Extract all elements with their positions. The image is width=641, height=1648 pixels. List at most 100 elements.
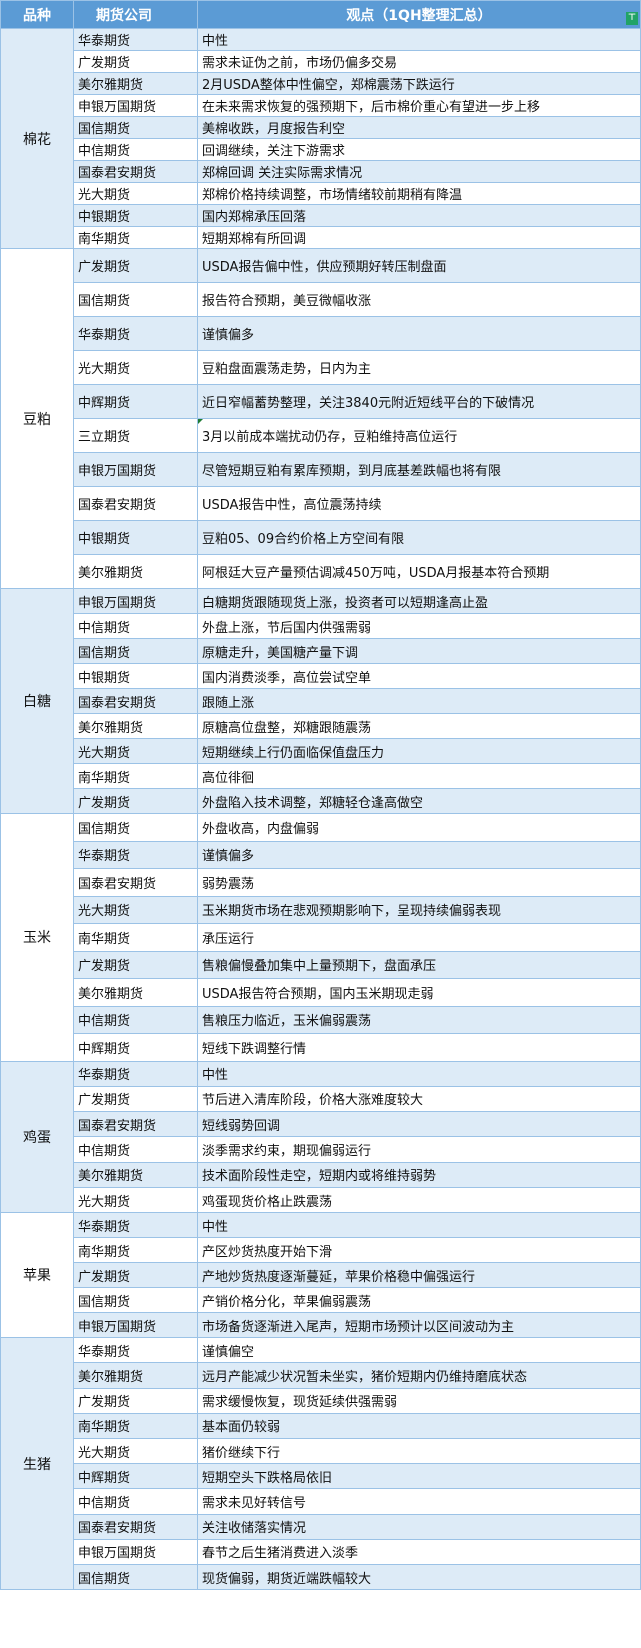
company-cell[interactable]: 华泰期货 (73, 28, 198, 51)
company-cell[interactable]: 国信期货 (73, 282, 198, 317)
view-cell[interactable]: 承压运行 (197, 923, 641, 952)
company-cell[interactable]: 广发期货 (73, 950, 198, 979)
company-cell[interactable]: 南华期货 (73, 763, 198, 789)
view-cell[interactable]: 在未来需求恢复的强预期下，后市棉价重心有望进一步上移 (197, 94, 641, 117)
view-cell[interactable]: 报告符合预期，美豆微幅收涨 (197, 282, 641, 317)
view-cell[interactable]: 原糖走升，美国糖产量下调 (197, 638, 641, 664)
company-cell[interactable]: 华泰期货 (73, 1212, 198, 1239)
view-cell[interactable]: USDA报告中性，高位震荡持续 (197, 486, 641, 521)
company-cell[interactable]: 光大期货 (73, 738, 198, 764)
view-cell[interactable]: 产地炒货热度逐渐蔓延，苹果价格稳中偏强运行 (197, 1262, 641, 1289)
company-cell[interactable]: 光大期货 (73, 1186, 198, 1214)
variety-cell[interactable]: 豆粕 (0, 248, 74, 589)
company-cell[interactable]: 华泰期货 (73, 1337, 198, 1364)
view-cell[interactable]: 2月USDA整体中性偏空，郑棉震荡下跌运行 (197, 72, 641, 95)
company-cell[interactable]: 南华期货 (73, 1412, 198, 1440)
company-cell[interactable]: 中辉期货 (73, 1033, 198, 1062)
company-cell[interactable]: 国信期货 (73, 1287, 198, 1314)
company-cell[interactable]: 华泰期货 (73, 840, 198, 869)
variety-cell[interactable]: 苹果 (0, 1212, 74, 1339)
variety-cell[interactable]: 棉花 (0, 28, 74, 249)
view-cell[interactable]: 短期空头下跌格局依旧 (197, 1463, 641, 1490)
company-cell[interactable]: 广发期货 (73, 1262, 198, 1289)
company-cell[interactable]: 申银万国期货 (73, 452, 198, 487)
view-cell[interactable]: 阿根廷大豆产量预估调减450万吨，USDA月报基本符合预期 (197, 554, 641, 589)
view-cell[interactable]: 回调继续，关注下游需求 (197, 138, 641, 161)
company-cell[interactable]: 美尔雅期货 (73, 554, 198, 589)
view-cell[interactable]: 外盘上涨，节后国内供强需弱 (197, 613, 641, 639)
view-cell[interactable]: 外盘收高，内盘偏弱 (197, 813, 641, 842)
company-cell[interactable]: 申银万国期货 (73, 1538, 198, 1565)
company-cell[interactable]: 中辉期货 (73, 384, 198, 419)
view-cell[interactable]: 谨慎偏多 (197, 840, 641, 869)
company-cell[interactable]: 中银期货 (73, 663, 198, 689)
view-cell[interactable]: 谨慎偏空 (197, 1337, 641, 1364)
company-cell[interactable]: 国泰君安期货 (73, 1111, 198, 1138)
view-cell[interactable]: 弱势震荡 (197, 868, 641, 897)
company-cell[interactable]: 中银期货 (73, 520, 198, 555)
variety-cell[interactable]: 生猪 (0, 1337, 74, 1591)
company-cell[interactable]: 南华期货 (73, 1237, 198, 1264)
company-cell[interactable]: 华泰期货 (73, 1060, 198, 1087)
view-cell[interactable]: 郑棉价格持续调整，市场情绪较前期稍有降温 (197, 182, 641, 205)
company-cell[interactable]: 美尔雅期货 (73, 713, 198, 739)
view-cell[interactable]: 跟随上涨 (197, 688, 641, 714)
view-cell[interactable]: 鸡蛋现货价格止跌震荡 (197, 1186, 641, 1214)
view-cell[interactable]: 中性 (197, 1212, 641, 1239)
view-cell[interactable]: 短线弱势回调 (197, 1111, 641, 1138)
company-cell[interactable]: 光大期货 (73, 182, 198, 205)
view-cell[interactable]: USDA报告符合预期，国内玉米期现走弱 (197, 978, 641, 1007)
view-cell[interactable]: 关注收储落实情况 (197, 1513, 641, 1540)
variety-cell[interactable]: 玉米 (0, 813, 74, 1062)
view-cell[interactable]: 远月产能减少状况暂未坐实，猪价短期内仍维持磨底状态 (197, 1362, 641, 1389)
company-cell[interactable]: 中辉期货 (73, 1463, 198, 1490)
view-cell[interactable]: 谨慎偏多 (197, 316, 641, 351)
view-cell[interactable]: 国内消费淡季，高位尝试空单 (197, 663, 641, 689)
view-cell[interactable]: 原糖高位盘整，郑糖跟随震荡 (197, 713, 641, 739)
view-cell[interactable]: 中性 (197, 28, 641, 51)
view-cell[interactable]: 3月以前成本端扰动仍存，豆粕维持高位运行 (197, 418, 641, 453)
company-cell[interactable]: 中信期货 (73, 1136, 198, 1163)
company-cell[interactable]: 中银期货 (73, 204, 198, 227)
company-cell[interactable]: 三立期货 (73, 418, 198, 453)
view-cell[interactable]: 短线下跌调整行情 (197, 1033, 641, 1062)
company-cell[interactable]: 国泰君安期货 (73, 1513, 198, 1540)
view-cell[interactable]: 玉米期货市场在悲观预期影响下，呈现持续偏弱表现 (197, 895, 641, 924)
view-cell[interactable]: 美棉收跌，月度报告利空 (197, 116, 641, 139)
view-cell[interactable]: 高位徘徊 (197, 763, 641, 789)
company-cell[interactable]: 国信期货 (73, 116, 198, 139)
view-cell[interactable]: 市场备货逐渐进入尾声，短期市场预计以区间波动为主 (197, 1312, 641, 1339)
company-cell[interactable]: 申银万国期货 (73, 1312, 198, 1339)
view-cell[interactable]: 郑棉回调 关注实际需求情况 (197, 160, 641, 183)
company-cell[interactable]: 中信期货 (73, 1488, 198, 1515)
company-cell[interactable]: 申银万国期货 (73, 94, 198, 117)
company-cell[interactable]: 申银万国期货 (73, 588, 198, 614)
header-variety[interactable]: 品种 (0, 0, 74, 29)
view-cell[interactable]: 需求未证伪之前，市场仍偏多交易 (197, 50, 641, 73)
view-cell[interactable]: 现货偏弱，期货近端跌幅较大 (197, 1563, 641, 1591)
view-cell[interactable]: 白糖期货跟随现货上涨，投资者可以短期逢高止盈 (197, 588, 641, 614)
view-cell[interactable]: 产销价格分化，苹果偏弱震荡 (197, 1287, 641, 1314)
company-cell[interactable]: 美尔雅期货 (73, 72, 198, 95)
view-cell[interactable]: 豆粕05、09合约价格上方空间有限 (197, 520, 641, 555)
view-cell[interactable]: 短期继续上行仍面临保值盘压力 (197, 738, 641, 764)
view-cell[interactable]: 外盘陷入技术调整，郑糖轻仓逢高做空 (197, 788, 641, 814)
view-cell[interactable]: 春节之后生猪消费进入淡季 (197, 1538, 641, 1565)
company-cell[interactable]: 光大期货 (73, 895, 198, 924)
company-cell[interactable]: 中信期货 (73, 138, 198, 161)
company-cell[interactable]: 国泰君安期货 (73, 160, 198, 183)
company-cell[interactable]: 国泰君安期货 (73, 688, 198, 714)
company-cell[interactable]: 国信期货 (73, 813, 198, 842)
company-cell[interactable]: 光大期货 (73, 350, 198, 385)
company-cell[interactable]: 国信期货 (73, 1563, 198, 1591)
company-cell[interactable]: 广发期货 (73, 248, 198, 283)
view-cell[interactable]: 需求未见好转信号 (197, 1488, 641, 1515)
view-cell[interactable]: 猪价继续下行 (197, 1438, 641, 1465)
company-cell[interactable]: 南华期货 (73, 923, 198, 952)
header-company[interactable]: 期货公司 (73, 0, 198, 29)
view-cell[interactable]: 豆粕盘面震荡走势，日内为主 (197, 350, 641, 385)
company-cell[interactable]: 美尔雅期货 (73, 1161, 198, 1188)
variety-cell[interactable]: 白糖 (0, 588, 74, 814)
company-cell[interactable]: 广发期货 (73, 1085, 198, 1113)
company-cell[interactable]: 广发期货 (73, 1387, 198, 1414)
